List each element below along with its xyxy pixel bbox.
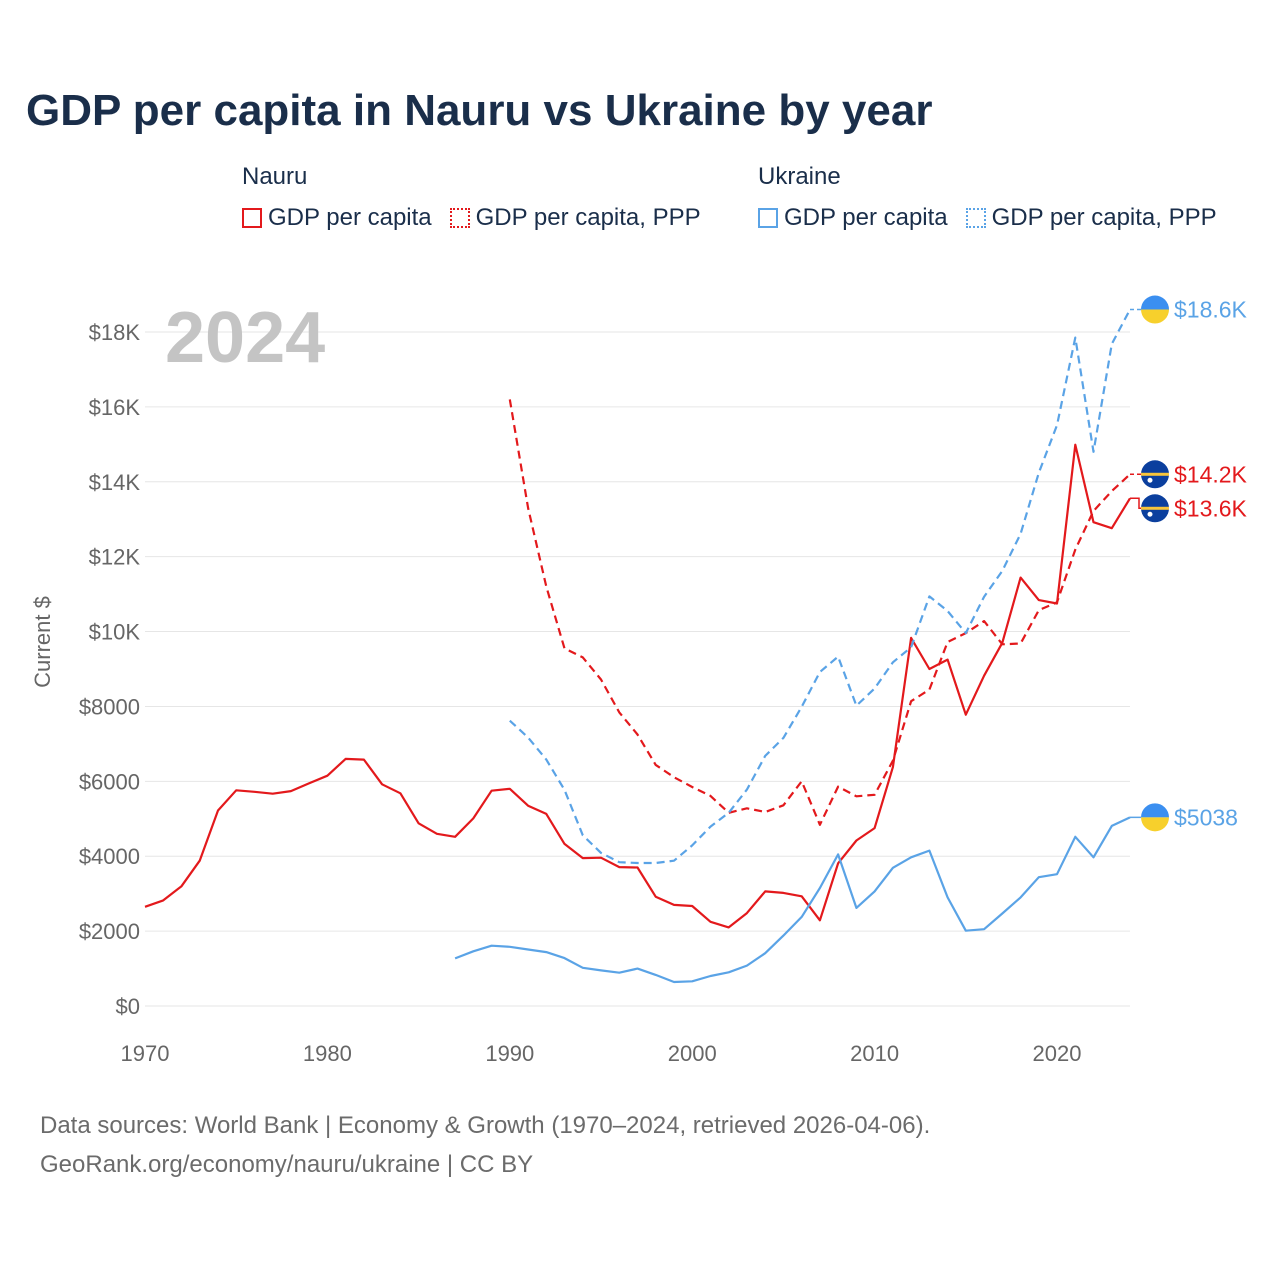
legend-item-nauru-gdp[interactable]: GDP per capita xyxy=(242,204,432,232)
y-tick-label: $6000 xyxy=(79,769,140,794)
chart-title: GDP per capita in Nauru vs Ukraine by ye… xyxy=(26,86,933,135)
series-line-ukraine-dashed xyxy=(509,308,1131,865)
legend-swatch-nauru-solid xyxy=(242,208,262,228)
y-tick-label: $2000 xyxy=(79,919,140,944)
y-tick-label: $18K xyxy=(89,320,141,345)
legend-label-ukraine-gdp: GDP per capita xyxy=(784,204,948,231)
legend-ukraine-name: Ukraine xyxy=(758,163,841,190)
y-tick-label: $14K xyxy=(89,470,141,495)
series-line-nauru-dashed xyxy=(508,399,1131,826)
legend-label-ukraine-ppp: GDP per capita, PPP xyxy=(991,204,1217,231)
y-tick-label: $8000 xyxy=(79,694,140,719)
legend-label-nauru-ppp: GDP per capita, PPP xyxy=(475,204,701,231)
x-tick-label: 1970 xyxy=(121,1041,170,1066)
footer-credit: GeoRank.org/economy/nauru/ukraine | CC B… xyxy=(40,1151,534,1178)
legend-item-ukraine-gdp[interactable]: GDP per capita xyxy=(758,204,948,232)
y-tick-label: $10K xyxy=(89,620,141,645)
y-tick-label: $0 xyxy=(116,994,140,1019)
x-tick-label: 2020 xyxy=(1033,1041,1082,1066)
footer-sources: Data sources: World Bank | Economy & Gro… xyxy=(40,1112,931,1139)
ukraine-flag-icon xyxy=(1141,803,1169,832)
legend-item-nauru-ppp[interactable]: GDP per capita, PPP xyxy=(449,204,701,232)
legend-swatch-ukraine-dashed xyxy=(965,208,986,228)
legend-swatch-nauru-dashed xyxy=(449,208,470,228)
end-label-connector xyxy=(1130,497,1141,510)
y-tick-label: $4000 xyxy=(79,844,140,869)
legend-swatch-ukraine-solid xyxy=(758,208,778,228)
nauru-flag-icon xyxy=(1141,494,1169,523)
legend-nauru-name: Nauru xyxy=(242,163,308,190)
series-line-nauru-solid xyxy=(144,443,1131,929)
year-watermark: 2024 xyxy=(165,298,325,378)
series-line-ukraine-solid xyxy=(454,816,1131,984)
y-tick-label: $12K xyxy=(89,545,141,570)
ukraine-flag-icon xyxy=(1141,295,1169,324)
x-tick-label: 2000 xyxy=(668,1041,717,1066)
footer: Data sources: World Bank | Economy & Gro… xyxy=(40,1106,930,1184)
legend-ukraine: Ukraine GDP per capita GDP per capita, P… xyxy=(758,162,1235,232)
y-tick-label: $16K xyxy=(89,395,141,420)
x-tick-label: 1990 xyxy=(485,1041,534,1066)
x-tick-label: 2010 xyxy=(850,1041,899,1066)
legend-label-nauru-gdp: GDP per capita xyxy=(268,204,432,231)
y-axis-label: Current $ xyxy=(30,596,55,688)
nauru-flag-icon xyxy=(1141,460,1169,489)
x-tick-label: 1980 xyxy=(303,1041,352,1066)
legend-nauru: Nauru GDP per capita GDP per capita, PPP xyxy=(242,162,719,232)
legend-item-ukraine-ppp[interactable]: GDP per capita, PPP xyxy=(965,204,1217,232)
end-label: $5038 xyxy=(1174,804,1238,830)
end-label: $13.6K xyxy=(1174,495,1248,521)
end-label: $18.6K xyxy=(1174,297,1248,323)
end-label: $14.2K xyxy=(1174,461,1248,487)
